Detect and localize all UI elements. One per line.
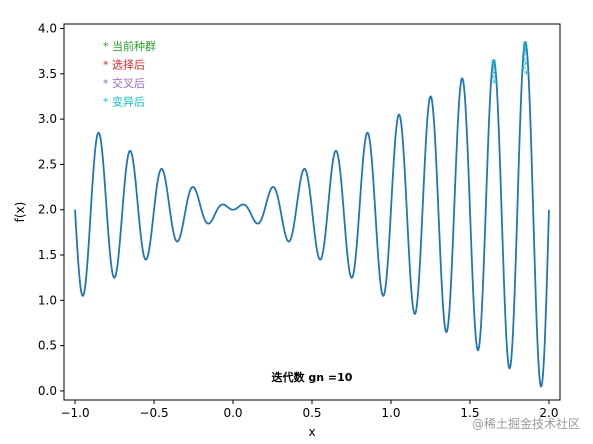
y-tick-label: 3.0 bbox=[38, 112, 57, 126]
population-point: * bbox=[523, 46, 529, 59]
x-axis-label: x bbox=[308, 425, 315, 439]
legend: * 当前种群 * 选择后 * 交叉后 * 变异后 bbox=[103, 39, 156, 109]
y-tick-label: 1.5 bbox=[38, 248, 57, 262]
population-point: * bbox=[492, 77, 498, 90]
y-tick-label: 2.0 bbox=[38, 203, 57, 217]
series-line-f-x bbox=[74, 40, 550, 388]
y-tick-label: 0.0 bbox=[38, 384, 57, 398]
population-point: * bbox=[522, 42, 528, 55]
series-layer bbox=[74, 40, 550, 388]
legend-item: * 交叉后 bbox=[103, 76, 145, 90]
y-tick-label: 3.5 bbox=[38, 67, 57, 81]
x-tick-label: 1.5 bbox=[460, 406, 479, 420]
population-point: * bbox=[524, 68, 530, 81]
population-point: * bbox=[491, 63, 497, 76]
y-axis-label: f(x) bbox=[13, 202, 27, 223]
x-tick-label: 1.0 bbox=[381, 406, 400, 420]
x-tick-label: −0.5 bbox=[139, 406, 168, 420]
legend-item: * 选择后 bbox=[103, 58, 145, 72]
legend-item: * 变异后 bbox=[103, 95, 145, 109]
population-point: * bbox=[491, 57, 497, 70]
population-point: * bbox=[491, 68, 497, 81]
watermark: @稀土掘金技术社区 bbox=[472, 416, 580, 431]
population-points-layer: ************** bbox=[490, 39, 530, 90]
population-point: * bbox=[521, 63, 527, 76]
y-tick-label: 0.5 bbox=[38, 339, 57, 353]
x-tick-label: 0.0 bbox=[223, 406, 242, 420]
population-point: * bbox=[521, 55, 527, 68]
population-point: * bbox=[490, 72, 496, 85]
population-point: * bbox=[522, 50, 528, 63]
y-axis: 0.0 0.5 1.0 1.5 2.0 2.5 3.0 3.5 4.0 bbox=[38, 22, 64, 398]
population-point: * bbox=[523, 59, 529, 72]
y-tick-label: 4.0 bbox=[38, 22, 57, 36]
legend-item: * 当前种群 bbox=[103, 39, 156, 53]
iteration-annotation: 迭代数 gn =10 bbox=[272, 370, 353, 384]
x-tick-label: −1.0 bbox=[60, 406, 89, 420]
x-tick-label: 0.5 bbox=[302, 406, 321, 420]
y-tick-label: 1.0 bbox=[38, 293, 57, 307]
population-point: * bbox=[491, 59, 497, 72]
x-tick-label: 2.0 bbox=[539, 406, 558, 420]
y-tick-label: 2.5 bbox=[38, 157, 57, 171]
population-point: * bbox=[522, 39, 528, 52]
x-axis: −1.0 −0.5 0.0 0.5 1.0 1.5 2.0 bbox=[60, 400, 558, 420]
